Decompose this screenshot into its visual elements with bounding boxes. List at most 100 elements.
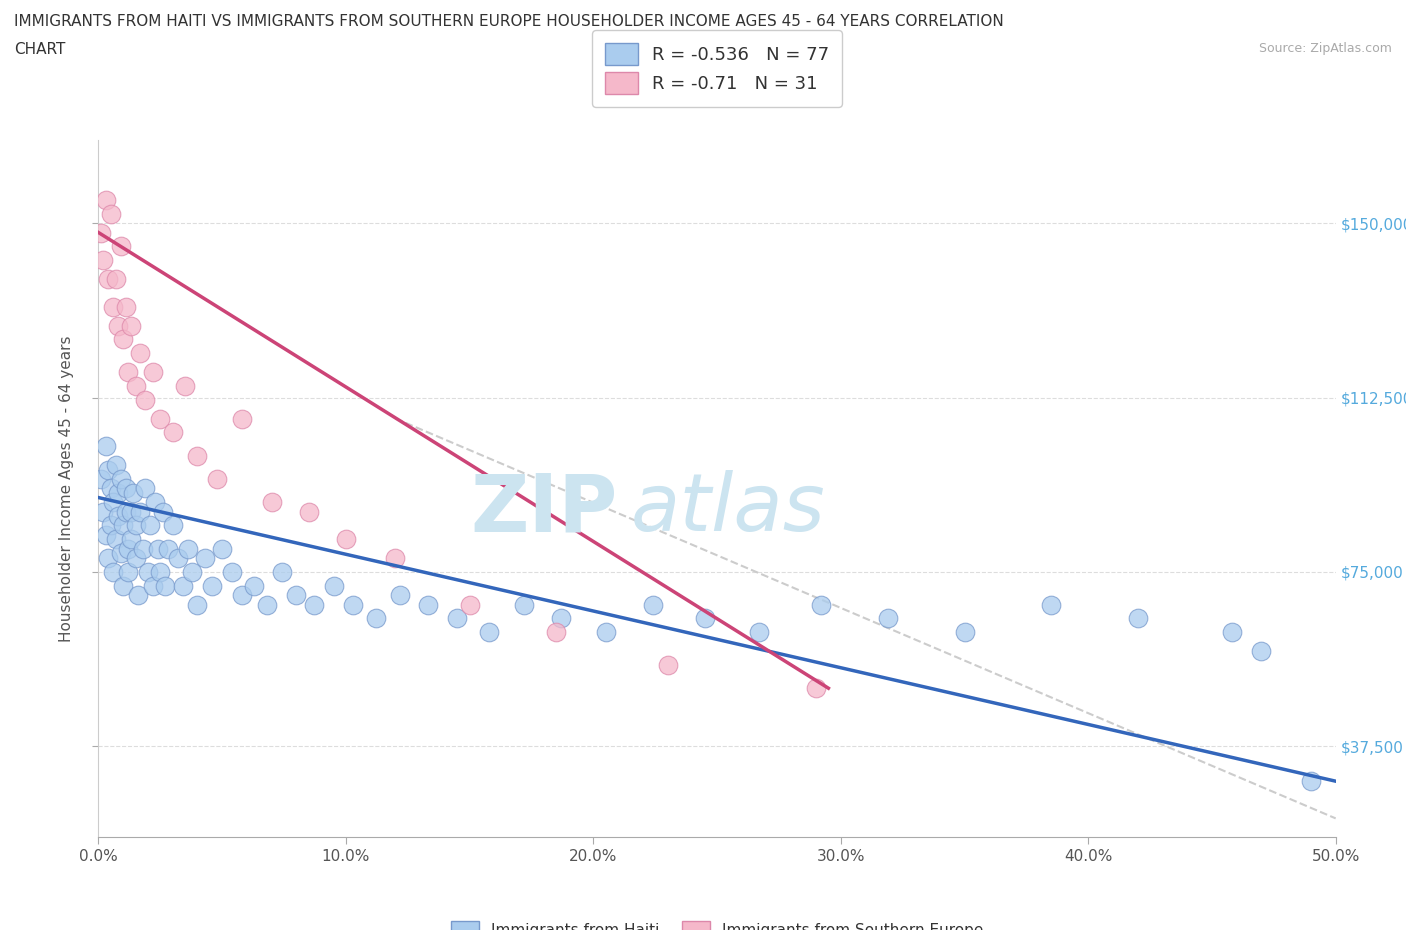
Text: atlas: atlas (630, 471, 825, 548)
Point (693, 611, 716, 626)
Point (104, 272, 127, 286)
Point (186, 597, 208, 612)
Point (117, 541, 139, 556)
Point (416, 597, 439, 612)
Point (127, 588, 149, 603)
Point (302, 597, 325, 612)
Point (146, 541, 169, 556)
Point (94, 193, 117, 207)
Point (112, 518, 135, 533)
Point (103, 495, 125, 510)
Point (364, 611, 387, 626)
Point (285, 588, 308, 603)
Point (120, 504, 142, 519)
Point (104, 532, 127, 547)
Point (104, 458, 127, 472)
Point (100, 481, 122, 496)
Point (124, 379, 146, 393)
Point (810, 597, 832, 612)
Point (134, 392, 156, 407)
Point (1250, 644, 1272, 658)
Point (342, 597, 364, 612)
Point (595, 625, 617, 640)
Point (256, 597, 278, 612)
Point (1220, 625, 1243, 640)
Point (124, 518, 146, 533)
Point (172, 578, 194, 593)
Point (243, 578, 266, 593)
Point (446, 611, 468, 626)
Point (97, 272, 120, 286)
Point (93, 253, 115, 268)
Point (93, 504, 115, 519)
Point (97, 462, 120, 477)
Point (110, 546, 132, 561)
Point (129, 504, 152, 519)
Point (90, 225, 112, 240)
Point (112, 332, 135, 347)
Point (186, 448, 208, 463)
Point (748, 625, 770, 640)
Point (94, 527, 117, 542)
Point (1040, 597, 1063, 612)
Point (156, 541, 179, 556)
Point (260, 495, 283, 510)
Point (194, 551, 217, 565)
Point (181, 565, 204, 579)
Point (132, 541, 155, 556)
Point (322, 578, 344, 593)
Point (117, 565, 139, 579)
Point (107, 485, 129, 500)
Point (97, 551, 120, 565)
Point (478, 625, 501, 640)
Point (110, 239, 132, 254)
Point (112, 578, 135, 593)
Point (152, 504, 174, 519)
Y-axis label: Householder Income Ages 45 - 64 years: Householder Income Ages 45 - 64 years (59, 335, 75, 642)
Point (231, 588, 253, 603)
Point (149, 565, 172, 579)
Point (142, 365, 165, 379)
Point (139, 518, 162, 533)
Text: CHART: CHART (14, 42, 66, 57)
Point (389, 588, 412, 603)
Point (114, 299, 136, 314)
Point (124, 551, 146, 565)
Point (231, 411, 253, 426)
Point (804, 681, 827, 696)
Point (103, 565, 125, 579)
Point (876, 611, 898, 626)
Text: Source: ZipAtlas.com: Source: ZipAtlas.com (1258, 42, 1392, 55)
Point (174, 379, 197, 393)
Point (122, 485, 145, 500)
Point (221, 565, 243, 579)
Point (114, 504, 136, 519)
Point (100, 518, 122, 533)
Point (546, 625, 568, 640)
Point (90, 472, 112, 486)
Point (458, 597, 481, 612)
Point (201, 578, 224, 593)
Point (1126, 611, 1149, 626)
Point (110, 472, 132, 486)
Point (120, 318, 142, 333)
Point (103, 299, 125, 314)
Point (149, 411, 172, 426)
Point (107, 318, 129, 333)
Point (953, 625, 976, 640)
Point (136, 565, 159, 579)
Point (335, 532, 357, 547)
Point (298, 504, 321, 519)
Point (107, 509, 129, 524)
Point (211, 541, 233, 556)
Point (142, 578, 165, 593)
Point (166, 551, 188, 565)
Point (162, 425, 184, 440)
Point (513, 597, 536, 612)
Point (205, 472, 228, 486)
Legend: Immigrants from Haiti, Immigrants from Southern Europe: Immigrants from Haiti, Immigrants from S… (444, 914, 990, 930)
Point (100, 206, 122, 221)
Point (1299, 774, 1322, 789)
Point (114, 481, 136, 496)
Point (162, 518, 184, 533)
